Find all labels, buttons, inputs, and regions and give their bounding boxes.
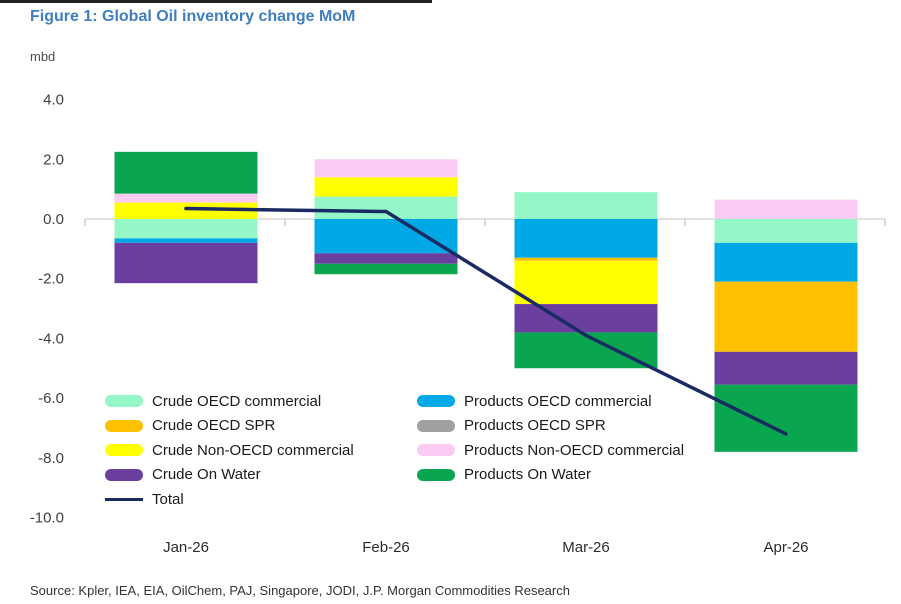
y-axis-tick-label: -8.0 (38, 450, 64, 467)
y-axis-tick-label: 4.0 (43, 92, 64, 109)
bar-segment-yellow-mar-26 (514, 260, 658, 305)
bar-segment-mint-feb-26 (314, 196, 458, 219)
source-attribution: Source: Kpler, IEA, EIA, OilChem, PAJ, S… (30, 583, 570, 598)
y-axis-tick-label: -2.0 (38, 271, 64, 288)
legend-item: Crude On Water (105, 463, 354, 488)
x-axis-category-label: Mar-26 (562, 539, 610, 556)
legend-swatch-total_line (105, 497, 143, 501)
x-axis-category-label: Feb-26 (362, 539, 410, 556)
bar-segment-green-jan-26 (114, 151, 258, 194)
bar-segment-green-apr-26 (714, 384, 858, 452)
bar-segment-pink-jan-26 (114, 193, 258, 203)
bar-segment-orange-mar-26 (514, 257, 658, 261)
legend-item: Products OECD SPR (417, 414, 684, 439)
legend-column-crude: Crude OECD commercial Crude OECD SPR Crude… (105, 389, 354, 512)
legend-swatch-green (417, 468, 455, 481)
legend-swatch-yellow (105, 444, 143, 457)
x-axis-category-label: Jan-26 (163, 539, 209, 556)
y-axis-tick-label: -4.0 (38, 330, 64, 347)
total-line (184, 206, 788, 436)
legend-item: Products On Water (417, 463, 684, 488)
y-axis-tick-label: 0.0 (43, 211, 64, 228)
bar-segment-purple-jan-26 (114, 242, 258, 284)
y-axis-unit-label: mbd (30, 49, 56, 64)
legend-swatch-gray (417, 419, 455, 432)
legend-label: Crude OECD SPR (152, 417, 276, 435)
bar-segment-blue-feb-26 (314, 219, 458, 254)
legend-label: Products Non-OECD commercial (464, 441, 685, 459)
bar-segment-green-mar-26 (514, 332, 658, 369)
bar-segment-orange-apr-26 (714, 281, 858, 352)
legend-item: Crude OECD SPR (105, 414, 354, 439)
bar-segment-blue-mar-26 (514, 219, 658, 258)
bar-segment-blue-apr-26 (714, 242, 858, 282)
legend-item: Products OECD commercial (417, 389, 684, 414)
legend-label: Crude OECD commercial (152, 392, 322, 410)
bar-segment-mint-jan-26 (114, 219, 258, 239)
legend-swatch-pink (417, 444, 455, 457)
legend-swatch-blue (417, 395, 455, 408)
legend-column-products: Products OECD commercial Products OECD SP… (417, 389, 684, 487)
legend-label: Crude Non-OECD commercial (152, 441, 354, 459)
bar-segment-purple-feb-26 (314, 253, 458, 264)
legend-item: Products Non-OECD commercial (417, 438, 684, 463)
bar-segment-green-feb-26 (314, 263, 458, 275)
legend-label: Products OECD commercial (464, 392, 652, 410)
legend-label: Products OECD SPR (464, 417, 606, 435)
bar-segment-purple-mar-26 (514, 304, 658, 333)
top-border-strip (0, 0, 432, 3)
bar-segment-yellow-jan-26 (114, 202, 258, 219)
legend-swatch-purple (105, 468, 143, 481)
bar-segment-blue-jan-26 (114, 238, 258, 243)
x-axis-category-label: Apr-26 (763, 539, 808, 556)
legend-item: Crude OECD commercial (105, 389, 354, 414)
bar-segment-purple-apr-26 (714, 351, 858, 385)
legend-label: Products On Water (464, 466, 591, 484)
legend-label: Crude On Water (152, 466, 261, 484)
bar-segment-pink-apr-26 (714, 199, 858, 219)
legend-item: Total (105, 487, 354, 512)
legend-swatch-orange (105, 419, 143, 432)
legend-label: Total (152, 490, 184, 508)
bar-segment-pink-feb-26 (314, 159, 458, 178)
y-axis-tick-label: -6.0 (38, 390, 64, 407)
bar-segment-mint-mar-26 (514, 192, 658, 219)
y-axis-tick-label: -10.0 (30, 510, 64, 527)
legend-swatch-mint (105, 395, 143, 408)
bar-segment-yellow-feb-26 (314, 177, 458, 197)
y-axis-tick-label: 2.0 (43, 151, 64, 168)
figure-title: Figure 1: Global Oil inventory change Mo… (30, 8, 356, 25)
bar-segment-mint-apr-26 (714, 219, 858, 243)
legend-item: Crude Non-OECD commercial (105, 438, 354, 463)
